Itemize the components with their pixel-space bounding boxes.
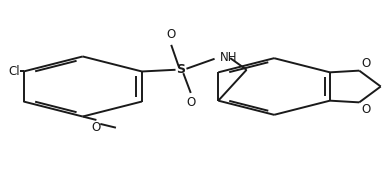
Text: O: O <box>361 57 370 70</box>
Text: O: O <box>186 96 195 109</box>
Text: O: O <box>167 28 176 42</box>
Text: NH: NH <box>220 51 238 64</box>
Text: O: O <box>92 121 101 134</box>
Text: Cl: Cl <box>8 65 20 78</box>
Text: S: S <box>176 63 185 76</box>
Text: O: O <box>361 103 370 116</box>
